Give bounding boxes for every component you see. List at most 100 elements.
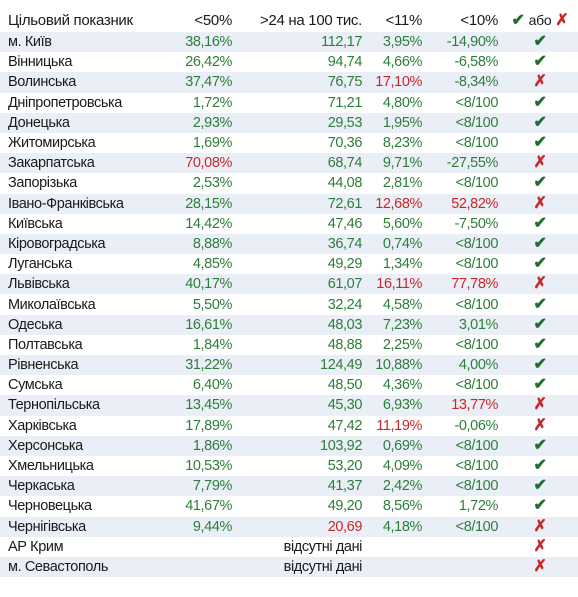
table-row: м. Київ 38,16% 112,17 3,95% -14,90% ✔ [0,32,578,53]
region-name: Тернопільська [0,395,148,416]
table-row: Житомирська 1,69% 70,36 8,23% <8/100 ✔ [0,132,578,154]
region-name: м. Київ [0,32,148,53]
value-cell-4: -0,06% [426,415,502,436]
value-cell-2: 124,49 [236,355,366,376]
value-cell-1: 70,08% [148,153,236,174]
value-cell-3: 8,23% [366,132,426,154]
value-cell-2: 112,17 [236,32,366,53]
value-cell-4: <8/100 [426,435,502,456]
region-name: Чернігівська [0,516,148,537]
check-icon: ✔ [502,213,578,234]
value-cell-1: 26,42% [148,52,236,73]
cross-icon: ✗ [555,12,569,29]
table-row: Волинська 37,47% 76,75 17,10% -8,34% ✗ [0,72,578,93]
header-col2: >24 на 100 тис. [259,11,362,29]
region-name: Луганська [0,254,148,275]
check-icon: ✔ [502,294,578,315]
value-cell-4: -27,55% [426,153,502,174]
value-cell-3: 2,25% [366,334,426,355]
header-status: ✔ або ✗ [502,8,578,32]
value-cell-2: 53,20 [236,455,366,477]
table-row: Рівненська 31,22% 124,49 10,88% 4,00% ✔ [0,355,578,376]
region-name: Івано-Франківська [0,193,148,214]
table-row: АР Крим відсутні дані ✗ [0,536,578,557]
value-cell-4: <8/100 [426,516,502,537]
value-cell-1: 5,50% [148,294,236,315]
value-cell-4: 52,82% [426,193,502,214]
value-cell-2: 47,42 [236,415,366,436]
value-cell-3: 1,95% [366,112,426,133]
cross-icon: ✗ [502,274,578,295]
value-cell-3: 1,34% [366,254,426,275]
table-row: м. Севастополь відсутні дані ✗ [0,556,578,578]
region-name: Житомирська [0,132,148,154]
check-icon: ✔ [502,334,578,355]
check-icon: ✔ [502,132,578,154]
value-cell-2: 103,92 [236,435,366,456]
value-cell-3: 5,60% [366,213,426,234]
value-cell-2: 48,88 [236,334,366,355]
empty-cell [426,536,502,557]
value-cell-2: 71,21 [236,92,366,113]
value-cell-4: -6,58% [426,52,502,73]
value-cell-2: 70,36 [236,132,366,154]
value-cell-1: 1,72% [148,92,236,113]
value-cell-2: 45,30 [236,395,366,416]
region-name: Черновецька [0,496,148,517]
value-cell-4: <8/100 [426,173,502,194]
header-col4: <10% [460,11,498,29]
table-row: Закарпатська 70,08% 68,74 9,71% -27,55% ✗ [0,153,578,174]
value-cell-4: 4,00% [426,355,502,376]
value-cell-2: 49,20 [236,496,366,517]
cross-icon: ✗ [502,415,578,436]
value-cell-1: 8,88% [148,233,236,255]
value-cell-1: 6,40% [148,375,236,396]
table-row: Херсонська 1,86% 103,92 0,69% <8/100 ✔ [0,435,578,456]
check-icon: ✔ [502,455,578,477]
value-cell-1: 10,53% [148,455,236,477]
table-row: Івано-Франківська 28,15% 72,61 12,68% 52,82%… [0,193,578,214]
cross-icon: ✗ [502,153,578,174]
check-icon: ✔ [502,496,578,517]
check-icon: ✔ [502,233,578,255]
value-cell-4: 1,72% [426,496,502,517]
value-cell-2: 68,74 [236,153,366,174]
table-row: Полтавська 1,84% 48,88 2,25% <8/100 ✔ [0,334,578,355]
cross-icon: ✗ [502,536,578,557]
table-row: Донецька 2,93% 29,53 1,95% <8/100 ✔ [0,112,578,133]
table-row: Одеська 16,61% 48,03 7,23% 3,01% ✔ [0,314,578,335]
cross-icon: ✗ [502,556,578,578]
header-col3: <11% [385,11,423,29]
value-cell-1: 1,86% [148,435,236,456]
table-row: Дніпропетровська 1,72% 71,21 4,80% <8/100 ✔ [0,92,578,113]
value-cell-4: <8/100 [426,92,502,113]
table-row: Хмельницька 10,53% 53,20 4,09% <8/100 ✔ [0,455,578,477]
empty-cell [148,556,236,578]
check-icon: ✔ [502,435,578,456]
region-name: Запорізька [0,173,148,194]
value-cell-2: 41,37 [236,476,366,497]
region-name: Полтавська [0,334,148,355]
value-cell-1: 2,93% [148,112,236,133]
value-cell-4: -8,34% [426,72,502,93]
value-cell-3: 4,36% [366,375,426,396]
no-data-text: відсутні дані [236,556,366,578]
check-icon: ✔ [502,375,578,396]
empty-cell [426,556,502,578]
region-name: Херсонська [0,435,148,456]
region-name: Миколаївська [0,294,148,315]
region-name: Черкаська [0,476,148,497]
value-cell-4: <8/100 [426,132,502,154]
value-cell-3: 4,09% [366,455,426,477]
region-name: Сумська [0,375,148,396]
cross-icon: ✗ [502,395,578,416]
value-cell-3: 17,10% [366,72,426,93]
region-name: Донецька [0,112,148,133]
check-icon: ✔ [502,254,578,275]
value-cell-1: 17,89% [148,415,236,436]
check-icon: ✔ [502,314,578,335]
cross-icon: ✗ [502,193,578,214]
table-row: Вінницька 26,42% 94,74 4,66% -6,58% ✔ [0,52,578,73]
value-cell-3: 12,68% [366,193,426,214]
